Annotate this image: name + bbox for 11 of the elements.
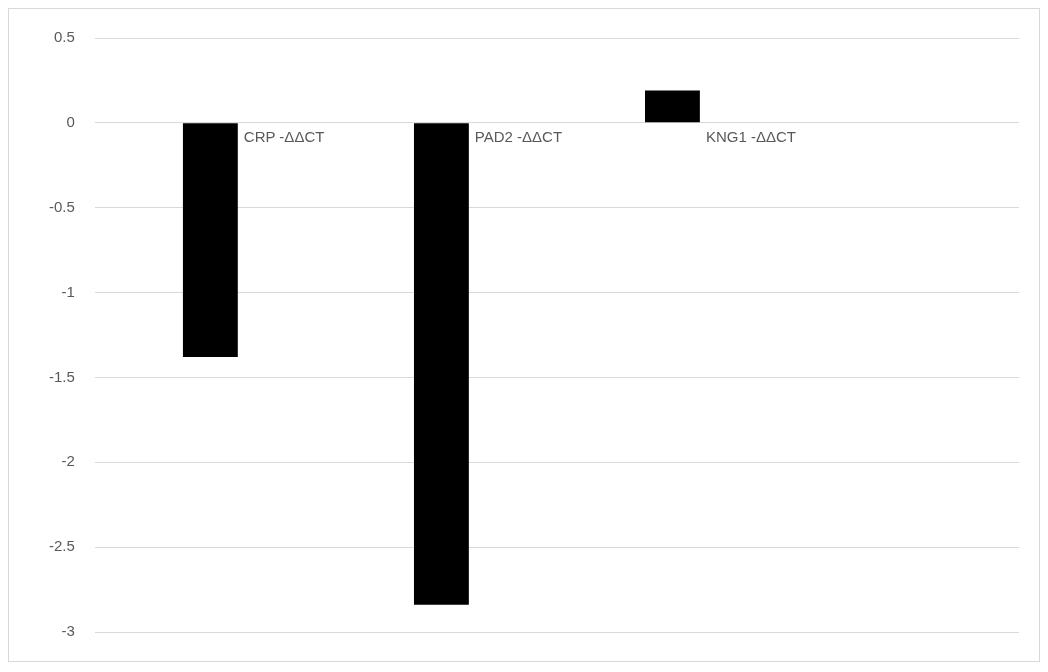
y-tick-label: 0 (66, 113, 75, 130)
y-tick-label: 0.5 (53, 28, 75, 46)
x-tick-label: CRP -ΔΔCT (243, 128, 325, 146)
y-tick-label: -3 (61, 622, 75, 640)
x-tick-label: KNG1 -ΔΔCT (705, 128, 796, 146)
x-tick-label: PAD2 -ΔΔCT (474, 128, 563, 146)
y-tick-label: -0.5 (48, 197, 75, 215)
y-tick-label: -2.5 (48, 537, 75, 555)
y-tick-label: -1.5 (48, 367, 75, 385)
y-tick-label: -1 (61, 282, 75, 300)
y-tick-label: -2 (61, 452, 75, 470)
